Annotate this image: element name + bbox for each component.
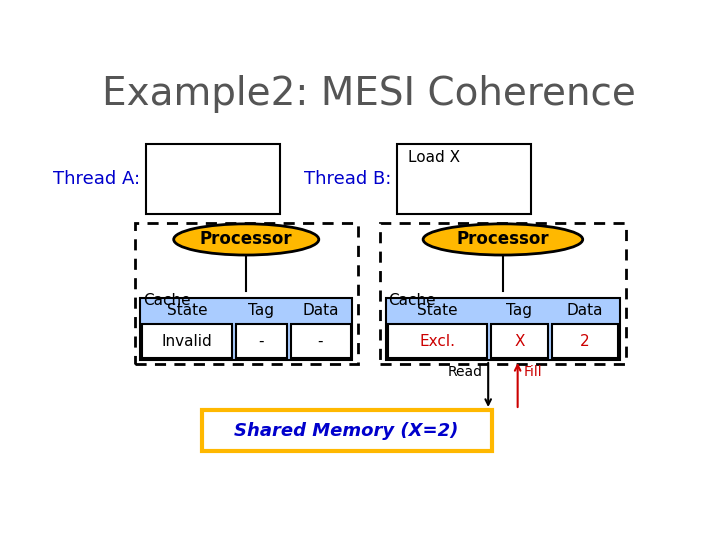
FancyBboxPatch shape xyxy=(380,223,626,364)
Text: Load X: Load X xyxy=(408,150,460,165)
Text: X: X xyxy=(514,334,525,349)
Text: State: State xyxy=(417,303,458,318)
FancyBboxPatch shape xyxy=(145,144,279,214)
Text: -: - xyxy=(258,334,264,349)
FancyBboxPatch shape xyxy=(143,324,232,358)
FancyBboxPatch shape xyxy=(140,298,352,360)
Text: 2: 2 xyxy=(580,334,590,349)
FancyBboxPatch shape xyxy=(386,298,620,360)
Text: Example2: MESI Coherence: Example2: MESI Coherence xyxy=(102,75,636,113)
FancyBboxPatch shape xyxy=(552,324,618,358)
FancyBboxPatch shape xyxy=(291,324,351,358)
Text: Read: Read xyxy=(448,366,482,380)
Text: Cache: Cache xyxy=(143,293,191,308)
Text: Thread A:: Thread A: xyxy=(53,170,140,188)
FancyBboxPatch shape xyxy=(235,324,287,358)
Text: Thread B:: Thread B: xyxy=(304,170,392,188)
Text: Tag: Tag xyxy=(248,303,274,318)
Text: Tag: Tag xyxy=(506,303,532,318)
Text: Data: Data xyxy=(302,303,338,318)
FancyBboxPatch shape xyxy=(397,144,531,214)
Text: Data: Data xyxy=(567,303,603,318)
Ellipse shape xyxy=(174,224,319,255)
FancyBboxPatch shape xyxy=(202,410,492,451)
Ellipse shape xyxy=(423,224,582,255)
Text: Shared Memory (X=2): Shared Memory (X=2) xyxy=(235,422,459,440)
Text: Cache: Cache xyxy=(389,293,436,308)
Text: Excl.: Excl. xyxy=(419,334,455,349)
Text: -: - xyxy=(318,334,323,349)
Text: Processor: Processor xyxy=(456,231,549,248)
FancyBboxPatch shape xyxy=(388,324,487,358)
Text: Processor: Processor xyxy=(200,231,292,248)
FancyBboxPatch shape xyxy=(491,324,548,358)
FancyBboxPatch shape xyxy=(135,223,358,364)
Text: Invalid: Invalid xyxy=(161,334,212,349)
Text: State: State xyxy=(166,303,207,318)
Text: Fill: Fill xyxy=(523,366,542,380)
